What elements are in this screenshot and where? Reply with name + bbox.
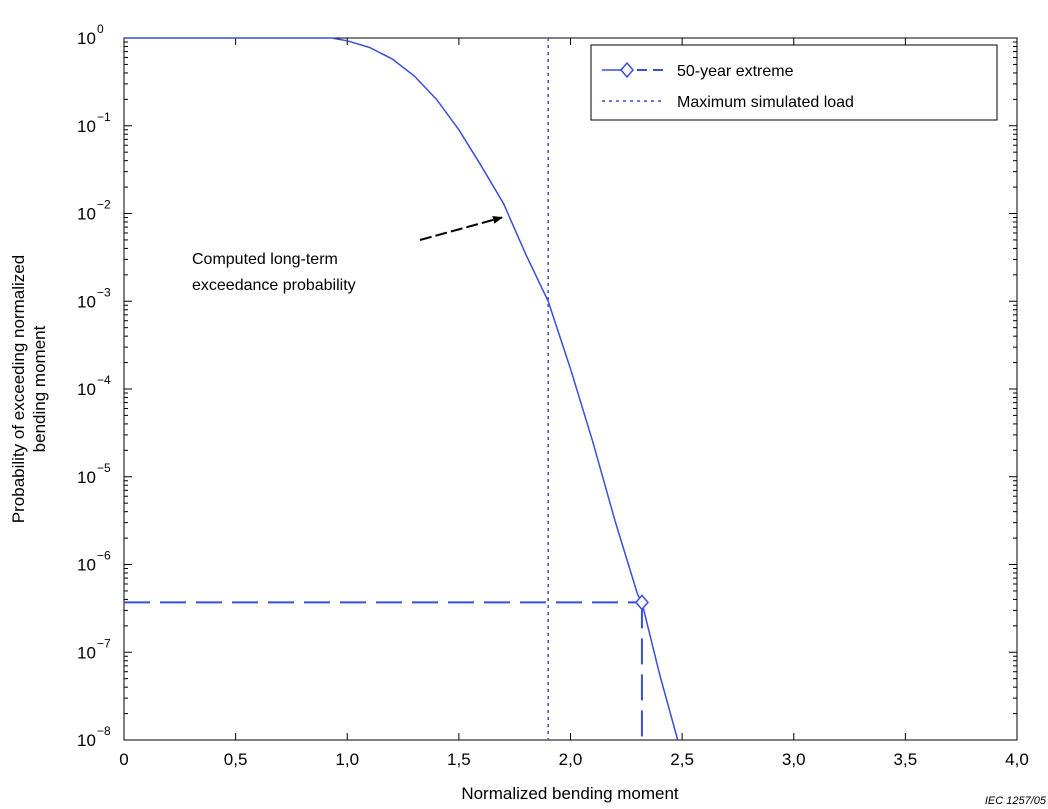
data-series bbox=[124, 37, 679, 741]
annotation-line-1: Computed long-term bbox=[192, 251, 338, 268]
y-tick-exponent: −4 bbox=[97, 373, 111, 387]
y-tick-exponent: −5 bbox=[97, 461, 111, 475]
source-label: IEC 1257/05 bbox=[985, 795, 1047, 807]
x-tick-label: 2,0 bbox=[559, 750, 583, 769]
legend-diamond-marker bbox=[620, 61, 634, 79]
y-tick-exponent: −8 bbox=[97, 724, 111, 738]
extreme-diamond-marker bbox=[634, 594, 649, 611]
annotation-line-2: exceedance probability bbox=[192, 277, 356, 294]
legend-label-max-simulated-load: Maximum simulated load bbox=[677, 94, 854, 111]
y-tick-label: 10 bbox=[77, 205, 96, 224]
y-tick-label: 10 bbox=[77, 292, 96, 311]
y-tick-label: 10 bbox=[77, 731, 96, 750]
legend-label-50-year-extreme: 50-year extreme bbox=[677, 63, 794, 80]
y-axis-title-line-1: Probability of exceeding normalized bbox=[9, 255, 28, 523]
y-tick-exponent: −7 bbox=[97, 636, 111, 650]
legend-box bbox=[590, 44, 998, 121]
y-axis-title-line-2: bending moment bbox=[30, 325, 49, 452]
x-tick-label: 1,0 bbox=[335, 750, 359, 769]
x-tick-label: 2,5 bbox=[670, 750, 694, 769]
x-tick-label: 0,5 bbox=[224, 750, 248, 769]
y-tick-exponent: −1 bbox=[97, 110, 111, 124]
y-tick-exponent: −3 bbox=[97, 285, 111, 299]
x-axis-title: Normalized bending moment bbox=[461, 784, 679, 803]
x-axis-ticks: 0 0,5 1,0 1,5 2,0 2,5 3,0 3,5 4,0 bbox=[119, 38, 1029, 769]
plot-area bbox=[123, 37, 1018, 741]
annotation-arrow bbox=[419, 216, 503, 241]
annotation: Computed long-term exceedance probabilit… bbox=[192, 216, 503, 294]
y-tick-exponent: −6 bbox=[97, 549, 111, 563]
x-tick-label: 4,0 bbox=[1005, 750, 1029, 769]
y-tick-label: 10 bbox=[77, 380, 96, 399]
y-tick-label: 10 bbox=[77, 117, 96, 136]
y-tick-exponent: −2 bbox=[97, 198, 111, 212]
y-tick-label: 10 bbox=[77, 29, 96, 48]
reference-lines bbox=[124, 38, 643, 740]
x-tick-label: 0 bbox=[119, 750, 128, 769]
y-tick-label: 10 bbox=[77, 468, 96, 487]
exceedance-probability-curve bbox=[124, 37, 679, 741]
y-tick-label: 10 bbox=[77, 643, 96, 662]
x-tick-label: 3,5 bbox=[894, 750, 918, 769]
x-tick-label: 1,5 bbox=[447, 750, 471, 769]
y-tick-exponent: 0 bbox=[97, 22, 104, 36]
y-tick-label: 10 bbox=[77, 556, 96, 575]
legend: 50-year extreme Maximum simulated load bbox=[590, 44, 998, 121]
x-tick-label: 3,0 bbox=[782, 750, 806, 769]
